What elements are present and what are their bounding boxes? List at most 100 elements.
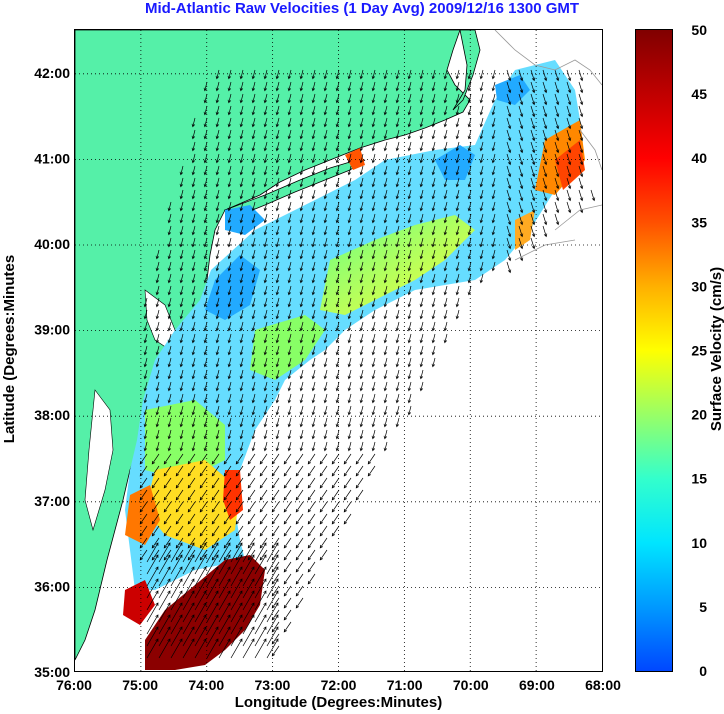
- velocity-arrow: [287, 273, 292, 284]
- velocity-arrow: [307, 525, 316, 537]
- velocity-arrow: [431, 129, 436, 140]
- velocity-arrow: [187, 549, 196, 561]
- velocity-arrow: [359, 189, 364, 200]
- velocity-arrow: [215, 429, 220, 440]
- velocity-arrow: [254, 590, 267, 611]
- velocity-arrow: [239, 321, 244, 332]
- velocity-arrow: [295, 513, 304, 525]
- velocity-arrow: [359, 249, 364, 260]
- velocity-arrow: [407, 117, 412, 128]
- velocity-arrow: [251, 441, 256, 452]
- velocity-arrow: [383, 189, 388, 200]
- velocity-arrow: [251, 177, 256, 188]
- velocity-arrow: [191, 381, 196, 392]
- velocity-arrow: [271, 525, 280, 537]
- velocity-arrow: [311, 297, 316, 308]
- velocity-arrow: [491, 69, 496, 80]
- velocity-arrow: [191, 345, 196, 356]
- velocity-arrow: [299, 357, 304, 368]
- velocity-arrow: [407, 153, 412, 164]
- velocity-arrow: [167, 249, 172, 260]
- velocity-arrow: [239, 405, 244, 416]
- velocity-arrow: [542, 117, 548, 130]
- velocity-arrow: [275, 249, 280, 260]
- velocity-arrow: [179, 441, 184, 452]
- velocity-arrow: [146, 554, 159, 575]
- x-tick-label: 75:00: [122, 677, 158, 693]
- velocity-arrow: [455, 129, 460, 140]
- velocity-arrow: [287, 153, 292, 164]
- velocity-arrow: [371, 141, 376, 152]
- velocity-arrow: [479, 141, 484, 152]
- velocity-arrow: [443, 165, 448, 176]
- velocity-arrow: [287, 345, 292, 356]
- velocity-arrow: [566, 93, 572, 106]
- velocity-arrow: [530, 129, 536, 142]
- velocity-arrow: [395, 153, 400, 164]
- velocity-arrow: [359, 357, 364, 368]
- velocity-arrow: [287, 225, 292, 236]
- velocity-arrow: [215, 141, 220, 152]
- velocity-arrow: [383, 237, 388, 248]
- velocity-arrow: [203, 213, 208, 224]
- velocity-arrow: [251, 273, 256, 284]
- velocity-arrow: [179, 393, 184, 404]
- velocity-arrow: [247, 465, 256, 477]
- velocity-arrow: [223, 525, 232, 537]
- velocity-arrow: [251, 405, 256, 416]
- velocity-arrow: [283, 453, 292, 465]
- velocity-arrow: [287, 285, 292, 296]
- velocity-arrow: [578, 189, 584, 202]
- velocity-arrow: [263, 405, 268, 416]
- velocity-arrow: [479, 165, 484, 176]
- velocity-arrow: [419, 141, 424, 152]
- velocity-arrow: [235, 477, 244, 489]
- colorbar-tick-label: 0: [699, 663, 707, 679]
- velocity-arrow: [287, 441, 292, 452]
- velocity-arrow: [311, 153, 316, 164]
- velocity-arrow: [371, 189, 376, 200]
- velocity-arrow: [578, 81, 584, 94]
- velocity-arrow: [542, 213, 548, 226]
- velocity-arrow: [247, 489, 256, 501]
- velocity-arrow: [203, 369, 208, 380]
- velocity-arrow: [266, 614, 279, 635]
- velocity-arrow: [319, 453, 328, 465]
- velocity-arrow: [263, 285, 268, 296]
- velocity-arrow: [251, 237, 256, 248]
- velocity-arrow: [307, 513, 316, 525]
- velocity-arrow: [299, 213, 304, 224]
- velocity-arrow: [383, 405, 388, 416]
- velocity-arrow: [311, 285, 316, 296]
- velocity-arrow: [151, 513, 160, 525]
- velocity-arrow: [287, 117, 292, 128]
- velocity-arrow: [299, 261, 304, 272]
- velocity-arrow: [167, 237, 172, 248]
- velocity-arrow: [187, 465, 196, 477]
- velocity-arrow: [179, 189, 184, 200]
- velocity-arrow: [455, 285, 460, 296]
- velocity-arrow: [155, 261, 160, 272]
- velocity-arrow: [371, 417, 376, 428]
- velocity-arrow: [283, 525, 292, 537]
- velocity-arrow: [359, 429, 364, 440]
- velocity-arrow: [479, 81, 484, 92]
- velocity-arrow: [194, 578, 207, 599]
- velocity-arrow: [371, 441, 376, 452]
- velocity-arrow: [163, 525, 172, 537]
- velocity-arrow: [227, 297, 232, 308]
- velocity-arrow: [335, 321, 340, 332]
- velocity-arrow: [311, 237, 316, 248]
- colorbar-gradient: [636, 30, 672, 671]
- velocity-arrow: [227, 441, 232, 452]
- velocity-arrow: [371, 249, 376, 260]
- velocity-arrow: [266, 638, 279, 659]
- velocity-arrow: [443, 189, 448, 200]
- map-panel[interactable]: [74, 29, 603, 672]
- velocity-arrow: [299, 93, 304, 104]
- velocity-arrow: [578, 201, 584, 214]
- velocity-arrow: [554, 93, 560, 106]
- velocity-arrow: [554, 69, 560, 82]
- velocity-arrow: [506, 153, 512, 166]
- velocity-arrow: [218, 614, 231, 635]
